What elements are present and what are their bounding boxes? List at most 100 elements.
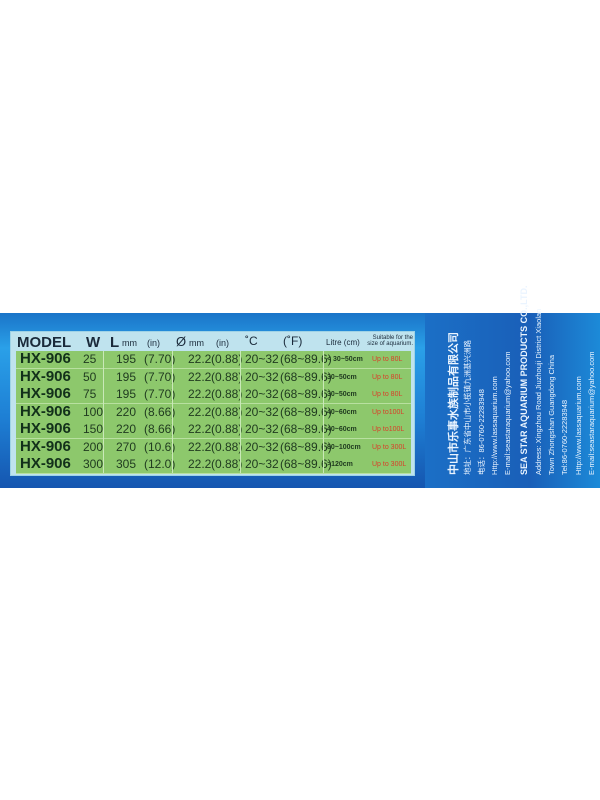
- cell-f: (68~89.6): [280, 352, 332, 366]
- cell-d-in: (0.88): [211, 387, 243, 401]
- header-suitable: Suitable for the size of aquarium.: [367, 335, 413, 347]
- cell-l: 305: [116, 457, 137, 471]
- cell-f: (68~89.6): [280, 387, 332, 401]
- header-d-in: (in): [216, 338, 229, 348]
- cell-model: HX-906: [20, 402, 71, 420]
- cell-cap: Up to 80L: [372, 373, 403, 381]
- cell-l-in: (10.6): [144, 439, 176, 454]
- cell-w: 25: [83, 352, 97, 366]
- cell-l: 195: [116, 352, 137, 366]
- cell-f: (68~89.6): [280, 422, 332, 436]
- header-w: W: [86, 334, 101, 351]
- cell-d-in: (0.88): [211, 369, 243, 384]
- header-l: L: [110, 334, 120, 351]
- company-line: Http://www.lassaquarium.com: [489, 376, 499, 475]
- cell-w: 50: [83, 369, 97, 384]
- header-model: MODEL: [17, 334, 72, 351]
- header-d-unit: mm: [189, 338, 204, 348]
- company-line: 地址：广东省中山市小榄镇九洲基兴洲路: [463, 340, 473, 475]
- cell-cap: Up to 80L: [372, 391, 403, 398]
- company-info: 中山市乐事水族制品有限公司 地址：广东省中山市小榄镇九洲基兴洲路 电话：86-076…: [428, 286, 598, 476]
- cell-c: 20~32: [245, 369, 279, 384]
- cell-model: HX-906: [20, 420, 71, 437]
- column-divider: [172, 351, 173, 473]
- header-f: (˚F): [283, 334, 303, 348]
- cell-l-in: (8.66): [144, 404, 176, 419]
- column-divider: [103, 351, 104, 473]
- table-row: HX-906 200 270 (10.6) 22.2 (0.88) 20~32 (68~89.…: [16, 437, 411, 457]
- cell-size: 40~60cm: [327, 408, 357, 416]
- cell-model: HX-906: [20, 385, 71, 402]
- table-row: HX-906 75 195 (7.70) 22.2 (0.88) 20~32 (68~89.6…: [16, 385, 411, 404]
- table-header: MODEL W L mm (in) Ø mm (in) ˚C (˚F) Litr…: [11, 332, 414, 351]
- company-panel: [425, 313, 600, 488]
- cell-model: HX-906: [20, 367, 71, 385]
- company-line: E-mail:seastaraquarium@yahoo.com: [586, 351, 596, 476]
- header-l-unit: mm: [122, 338, 137, 348]
- cell-f: (68~89.6): [280, 457, 332, 471]
- company-line: E-mail:seastaraquarium@yahoo.com: [503, 351, 513, 476]
- cell-size: 30~50cm: [327, 391, 357, 398]
- cell-model: HX-906: [20, 350, 71, 367]
- company-line: Address: Xingzhou Road Jiuzhouji Distric…: [533, 308, 543, 475]
- cell-d: 22.2: [188, 352, 212, 366]
- cell-d: 22.2: [188, 422, 212, 436]
- cell-cap: Up to 300L: [372, 461, 407, 468]
- cell-size: >120cm: [327, 461, 353, 468]
- company-line: 中山市乐事水族制品有限公司: [448, 332, 460, 475]
- cell-c: 20~32: [245, 422, 279, 436]
- cell-d-in: (0.88): [211, 352, 243, 366]
- cell-f: (68~89.6): [280, 439, 332, 454]
- table-row: HX-906 150 220 (8.66) 22.2 (0.88) 20~32 (68~89.…: [16, 420, 411, 439]
- table-row: HX-906 25 195 (7.70) 22.2 (0.88) 20~32 (68~89.6…: [16, 350, 411, 369]
- cell-w: 100: [83, 404, 104, 419]
- cell-c: 20~32: [245, 457, 279, 471]
- cell-size: 30~50cm: [327, 373, 357, 381]
- cell-l-in: (8.66): [144, 422, 176, 436]
- cell-model: HX-906: [20, 455, 71, 472]
- header-l-in: (in): [147, 338, 160, 348]
- cell-size: 40~60cm: [327, 426, 357, 433]
- cell-d-in: (0.88): [211, 404, 243, 419]
- company-line: Tel:86-0760-22283948: [560, 399, 570, 475]
- table-row: HX-906 300 305 (12.0) 22.2 (0.88) 20~32 (68~89.…: [16, 455, 411, 474]
- cell-f: (68~89.6): [280, 404, 332, 419]
- cell-d: 22.2: [188, 439, 212, 454]
- cell-l: 220: [116, 404, 137, 419]
- cell-c: 20~32: [245, 387, 279, 401]
- cell-l: 270: [116, 439, 137, 454]
- cell-w: 75: [83, 387, 97, 401]
- cell-c: 20~32: [245, 404, 279, 419]
- cell-model: HX-906: [20, 437, 71, 455]
- company-line: Town Zhongshan Guangdong China: [547, 354, 557, 475]
- cell-cap: Up to100L: [372, 408, 405, 416]
- cell-d: 22.2: [188, 457, 212, 471]
- cell-cap: Up to100L: [372, 426, 405, 433]
- cell-f: (68~89.6): [280, 369, 332, 384]
- spec-table: MODEL W L mm (in) Ø mm (in) ˚C (˚F) Litr…: [10, 331, 415, 476]
- cell-d: 22.2: [188, 387, 212, 401]
- header-d: Ø: [176, 334, 187, 349]
- header-c: ˚C: [245, 334, 258, 348]
- cell-l-in: (7.70): [144, 387, 176, 401]
- cell-l: 220: [116, 422, 137, 436]
- column-divider: [323, 351, 324, 473]
- company-line: Http://www.lassaquarium.com: [573, 376, 583, 475]
- cell-d-in: (0.88): [211, 457, 243, 471]
- table-row: HX-906 50 195 (7.70) 22.2 (0.88) 20~32 (68~89.6…: [16, 367, 411, 387]
- cell-d-in: (0.88): [211, 422, 243, 436]
- header-litre: Litre (cm): [326, 338, 360, 347]
- cell-l: 195: [116, 387, 137, 401]
- cell-size: < 30~50cm: [327, 356, 363, 363]
- cell-w: 150: [83, 422, 104, 436]
- table-row: HX-906 100 220 (8.66) 22.2 (0.88) 20~32 (68~89.…: [16, 402, 411, 422]
- cell-d: 22.2: [188, 404, 212, 419]
- cell-l: 195: [116, 369, 137, 384]
- cell-l-in: (12.0): [144, 457, 176, 471]
- cell-l-in: (7.70): [144, 352, 176, 366]
- company-line: SEA STAR AQUARIUM PRODUCTS CO.,LTD.: [519, 285, 530, 476]
- company-line: 电话：86-0760-22283948: [476, 389, 486, 475]
- cell-d: 22.2: [188, 369, 212, 384]
- column-divider: [240, 351, 241, 473]
- cell-l-in: (7.70): [144, 369, 176, 384]
